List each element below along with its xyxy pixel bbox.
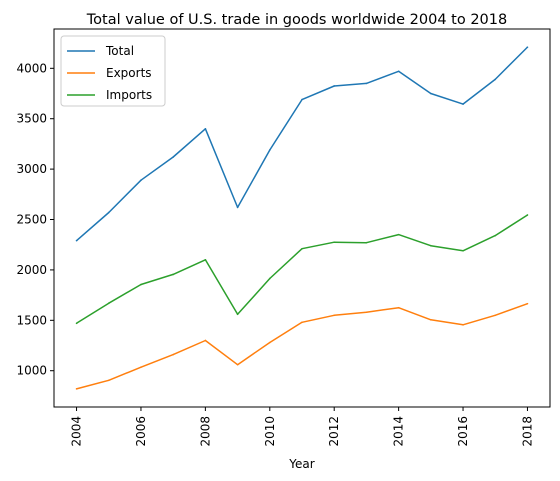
data-point-total (140, 179, 142, 181)
x-tick-label: 2010 (263, 416, 277, 447)
data-point-exports (301, 321, 303, 324)
data-point-total (301, 98, 303, 101)
series-line-imports (76, 214, 528, 324)
data-point-total (333, 85, 336, 87)
y-tick-label: 1000 (16, 364, 47, 378)
data-point-total (75, 239, 78, 242)
legend-label-exports: Exports (106, 66, 152, 80)
data-point-imports (268, 277, 271, 280)
data-point-imports (107, 302, 110, 304)
data-point-exports (430, 319, 432, 321)
data-point-total (365, 82, 368, 85)
data-point-total (204, 127, 207, 130)
data-point-total (172, 156, 174, 158)
data-point-exports (333, 314, 336, 317)
x-tick-label: 2006 (134, 416, 148, 447)
data-point-exports (526, 302, 529, 305)
x-axis-label: Year (288, 457, 314, 471)
plot-frame (53, 28, 551, 408)
data-point-exports (107, 379, 110, 382)
y-tick-label: 3500 (16, 112, 47, 126)
x-tick-label: 2016 (456, 416, 470, 447)
x-tick-label: 2014 (392, 416, 406, 447)
data-point-total (494, 78, 497, 81)
data-point-exports (462, 324, 464, 326)
data-point-exports (365, 311, 368, 314)
y-tick-label: 3000 (16, 162, 47, 176)
y-tick-label: 1500 (16, 313, 47, 327)
data-point-exports (397, 306, 400, 309)
data-point-imports (204, 259, 207, 261)
data-point-total (526, 46, 529, 48)
y-tick-label: 2500 (16, 213, 47, 227)
data-point-total (107, 211, 110, 214)
data-point-exports (204, 339, 207, 342)
legend-label-total: Total (105, 44, 134, 58)
y-tick-label: 2000 (16, 263, 47, 277)
data-point-imports (75, 322, 78, 325)
data-point-imports (236, 313, 239, 316)
data-point-exports (268, 341, 271, 344)
legend: Total Exports Imports (60, 35, 166, 107)
data-point-imports (333, 241, 336, 243)
data-point-imports (462, 249, 464, 252)
data-point-exports (494, 314, 497, 317)
x-tick-label: 2008 (198, 416, 212, 447)
data-point-imports (140, 283, 142, 286)
axis-ticks: 1000 1500 2000 2500 3000 3500 4000 2004 2006 2008… (16, 61, 534, 446)
series-line-exports (76, 302, 528, 390)
legend-label-imports: Imports (106, 88, 152, 102)
data-point-total (268, 149, 271, 151)
data-point-total (397, 70, 400, 73)
data-point-exports (236, 363, 239, 366)
data-point-total (430, 92, 432, 95)
x-tick-label: 2018 (520, 416, 534, 447)
data-point-imports (494, 234, 497, 237)
data-point-exports (140, 366, 142, 368)
data-point-total (462, 103, 464, 105)
data-point-imports (301, 247, 303, 250)
x-tick-label: 2012 (327, 416, 341, 447)
data-point-imports (365, 241, 368, 244)
data-point-imports (430, 244, 432, 247)
data-point-imports (526, 214, 529, 216)
data-point-imports (397, 233, 400, 236)
data-point-exports (75, 388, 78, 390)
plot-series (75, 46, 529, 390)
chart-title: Total value of U.S. trade in goods world… (86, 12, 507, 28)
y-tick-label: 4000 (16, 61, 47, 75)
legend-box (60, 35, 166, 107)
data-point-total (236, 206, 239, 209)
data-point-exports (172, 353, 174, 356)
data-point-imports (172, 273, 174, 276)
x-tick-label: 2004 (70, 416, 84, 447)
